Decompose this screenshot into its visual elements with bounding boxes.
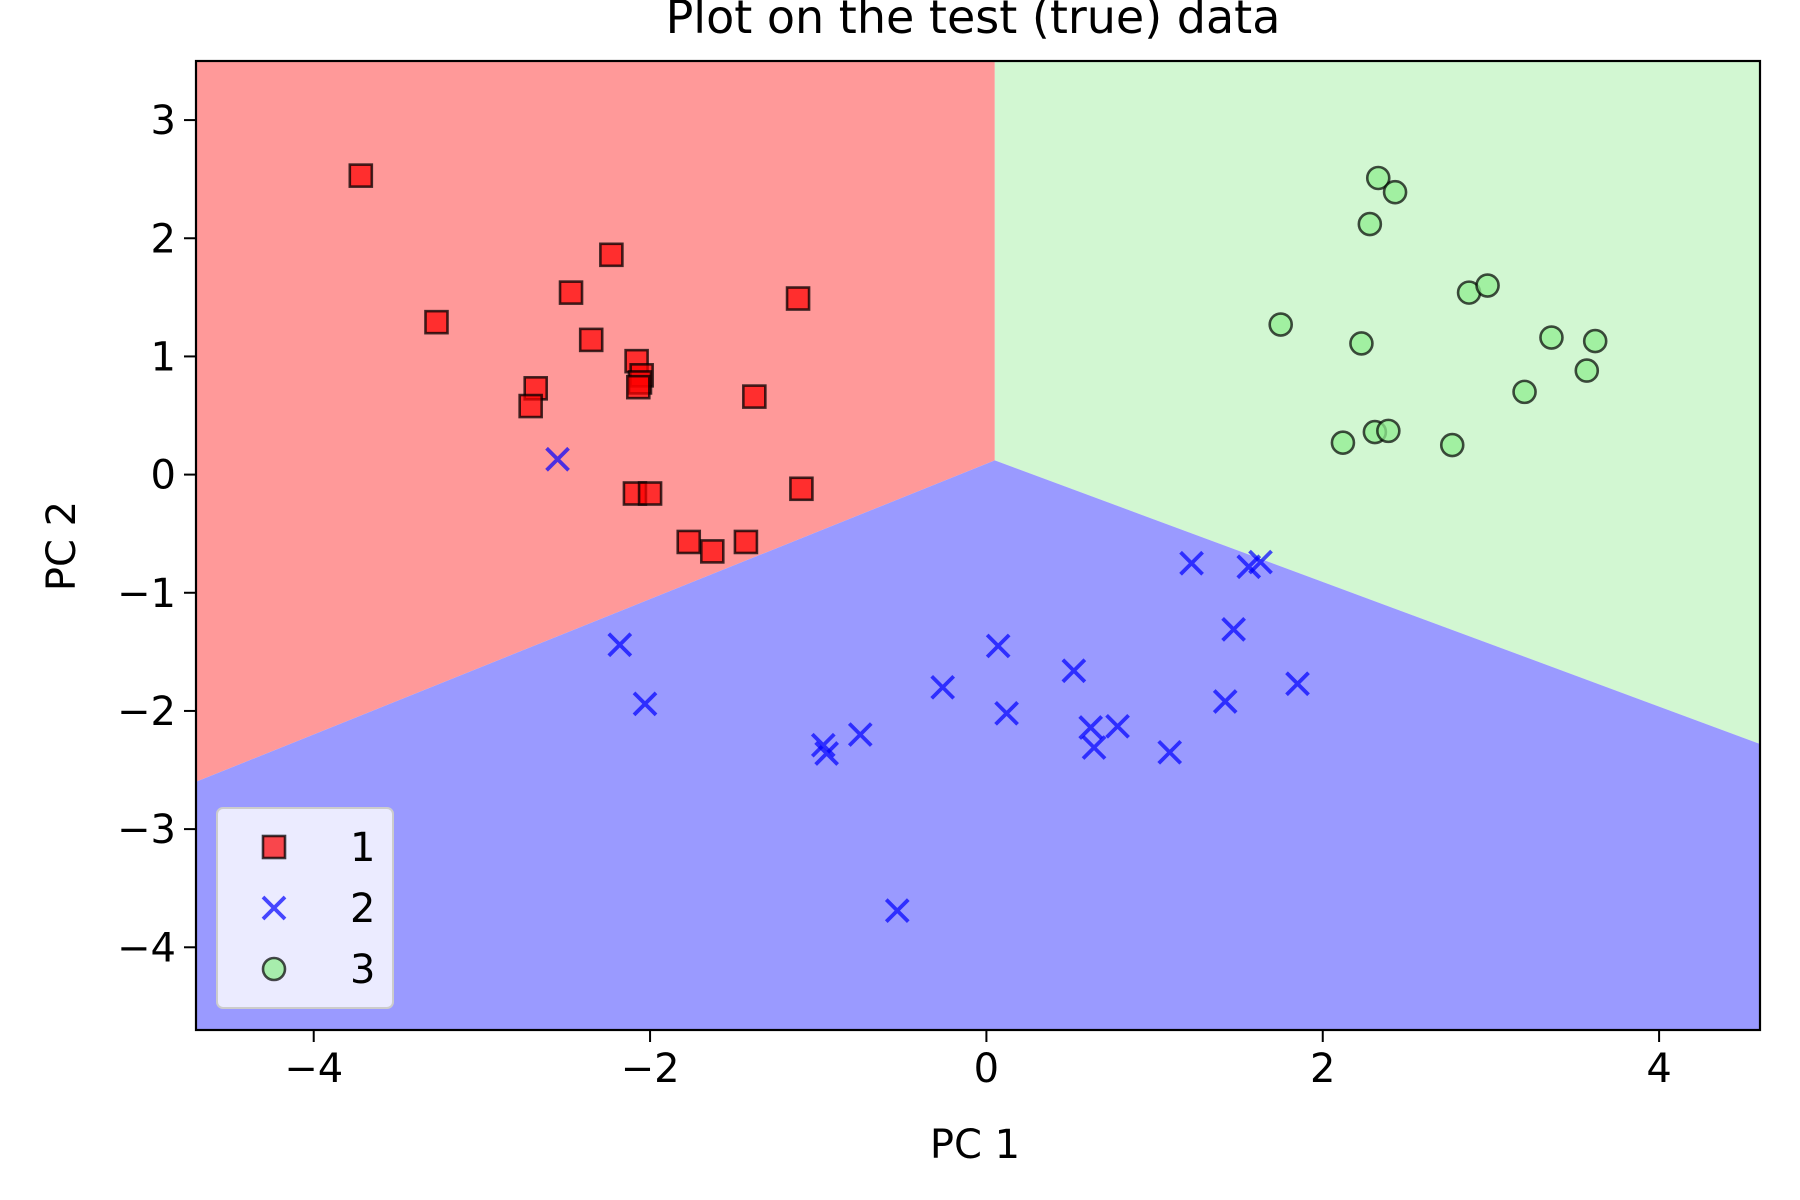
- data-point-class-1: [742, 384, 767, 409]
- data-point-class-3: [1539, 325, 1564, 350]
- y-axis-label: PC 2: [39, 501, 85, 591]
- data-point-class-2: [1285, 671, 1310, 697]
- legend-label: 2: [350, 886, 375, 932]
- data-points: [348, 163, 1608, 923]
- data-point-class-2: [847, 722, 873, 747]
- data-point-class-2: [1078, 715, 1104, 740]
- x-tick-label: −4: [284, 1046, 343, 1092]
- data-point-class-3: [1268, 312, 1294, 337]
- region-class-1: [196, 61, 995, 782]
- data-point-class-2: [1221, 617, 1246, 642]
- data-point-class-1: [558, 280, 584, 305]
- data-point-class-2: [994, 700, 1019, 726]
- legend: 1 2 3: [216, 807, 394, 1009]
- data-point-class-2: [1061, 658, 1087, 684]
- data-point-class-2: [607, 632, 633, 658]
- x-tick-label: 0: [974, 1046, 999, 1092]
- data-point-class-1: [785, 286, 811, 311]
- region-class-3: [994, 61, 1760, 744]
- y-tick-label: −4: [117, 925, 176, 971]
- data-point-class-3: [1475, 273, 1500, 298]
- data-point-class-1: [599, 242, 624, 268]
- x-tick-label: −2: [621, 1046, 680, 1092]
- y-tick-label: 1: [151, 334, 176, 380]
- data-point-class-2: [1248, 549, 1273, 575]
- axis-ticks: −4 −2 0 2 4 −4 −3 −2 −1 0 1 2 3: [117, 98, 1672, 1092]
- data-point-class-1: [699, 539, 725, 564]
- data-point-class-1: [625, 374, 651, 400]
- data-point-class-3: [1582, 328, 1608, 354]
- data-point-class-2: [810, 732, 836, 758]
- data-point-class-1: [733, 529, 759, 555]
- data-point-class-3: [1439, 432, 1465, 458]
- y-tick-label: 2: [151, 216, 176, 262]
- legend-box: [216, 807, 394, 1009]
- data-point-class-1: [424, 309, 449, 335]
- x-axis-label: PC 1: [930, 1122, 1020, 1168]
- data-point-class-2: [1212, 689, 1238, 714]
- data-point-class-1: [676, 529, 702, 555]
- data-point-class-2: [632, 691, 658, 717]
- legend-marker-3: [261, 956, 287, 982]
- x-tick-label: 2: [1310, 1046, 1335, 1092]
- data-point-class-1: [789, 476, 814, 502]
- data-point-class-2: [1105, 713, 1130, 739]
- data-point-class-3: [1574, 358, 1600, 383]
- data-point-class-2: [930, 674, 956, 700]
- data-point-class-2: [545, 446, 570, 472]
- data-point-class-3: [1330, 430, 1356, 455]
- legend-marker-1: [261, 834, 287, 860]
- data-point-class-2: [1157, 739, 1183, 765]
- data-point-class-1: [518, 393, 543, 419]
- data-point-class-2: [1081, 735, 1107, 760]
- legend-label: 1: [350, 825, 375, 871]
- plot-frame: [194, 59, 1762, 1032]
- data-point-class-2: [814, 741, 839, 766]
- data-point-class-1: [637, 481, 663, 506]
- y-tick-label: 0: [151, 453, 176, 499]
- data-point-class-3: [1349, 331, 1374, 356]
- data-point-class-1: [578, 327, 604, 353]
- data-point-class-3: [1376, 418, 1401, 444]
- decision-regions: [196, 61, 1760, 1030]
- data-point-class-3: [1382, 179, 1408, 205]
- y-tick-label: −1: [117, 571, 176, 617]
- data-point-class-2: [985, 633, 1011, 659]
- data-point-class-3: [1357, 211, 1383, 237]
- legend-label: 3: [350, 947, 375, 993]
- data-point-class-3: [1365, 165, 1391, 191]
- y-tick-label: −2: [117, 689, 176, 735]
- data-point-class-3: [1512, 379, 1537, 405]
- chart-title: Plot on the test (true) data: [666, 0, 1281, 44]
- data-point-class-2: [1179, 550, 1204, 576]
- region-class-2: [196, 460, 1760, 1030]
- legend-marker-2: [261, 895, 287, 921]
- y-tick-label: −3: [117, 807, 176, 853]
- data-point-class-2: [884, 898, 910, 923]
- y-tick-label: 3: [151, 98, 176, 144]
- data-point-class-1: [348, 163, 374, 188]
- x-tick-label: 4: [1646, 1046, 1671, 1092]
